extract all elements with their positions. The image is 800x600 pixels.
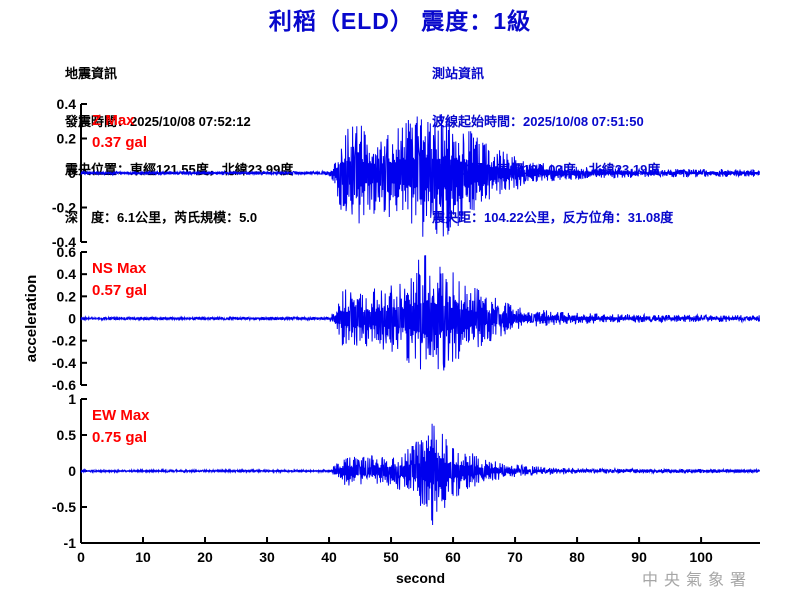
earthquake-info-heading: 地震資訊 bbox=[65, 66, 118, 81]
x-tick-label: 70 bbox=[507, 549, 523, 565]
y-tick-label-NS: 0.4 bbox=[57, 266, 77, 282]
x-tick-label: 40 bbox=[321, 549, 337, 565]
y-tick-label-NS: 0.2 bbox=[57, 288, 77, 304]
y-tick-label-EW: -1 bbox=[64, 535, 77, 551]
x-tick-label: 60 bbox=[445, 549, 461, 565]
x-tick-label: 50 bbox=[383, 549, 399, 565]
x-tick-label: 10 bbox=[135, 549, 151, 565]
origin-time: 發震時間：2025/10/08 07:52:12 bbox=[65, 114, 251, 129]
max-value-EW: 0.75 gal bbox=[92, 429, 147, 446]
y-tick-label-Z: -0.4 bbox=[52, 234, 76, 250]
x-tick-label: 0 bbox=[77, 549, 85, 565]
max-label-NS: NS Max bbox=[92, 260, 147, 277]
x-tick-label: 80 bbox=[569, 549, 585, 565]
y-tick-label-Z: 0 bbox=[68, 165, 76, 181]
wave-start-time: 波線起始時間：2025/10/08 07:51:50 bbox=[432, 114, 644, 129]
station-info-heading: 測站資訊 bbox=[432, 66, 485, 81]
x-tick-label: 90 bbox=[631, 549, 647, 565]
waveform-NS bbox=[80, 255, 760, 371]
watermark-agency: 中央氣象署 bbox=[642, 571, 752, 589]
page-title: 利稻（ELD） 震度：1級 bbox=[268, 8, 532, 34]
max-value-Z: 0.37 gal bbox=[92, 134, 147, 151]
depth-magnitude: 深 度：6.1公里，芮氏規模：5.0 bbox=[65, 210, 258, 225]
x-axis-label: second bbox=[396, 570, 445, 586]
y-tick-label-EW: 1 bbox=[68, 391, 76, 407]
y-tick-label-NS: -0.2 bbox=[52, 333, 76, 349]
epicentral-distance: 震央距：104.22公里，反方位角：31.08度 bbox=[432, 210, 674, 225]
waveform-Z bbox=[80, 114, 760, 237]
y-tick-label-Z: -0.2 bbox=[52, 200, 76, 216]
waveform-EW bbox=[80, 423, 760, 526]
y-tick-label-EW: 0 bbox=[68, 463, 76, 479]
y-tick-label-NS: 0 bbox=[68, 311, 76, 327]
y-tick-label-Z: 0.2 bbox=[57, 131, 77, 147]
y-tick-label-EW: 0.5 bbox=[57, 427, 77, 443]
max-label-EW: EW Max bbox=[92, 407, 150, 424]
x-tick-label: 30 bbox=[259, 549, 275, 565]
y-tick-label-Z: 0.4 bbox=[57, 96, 77, 112]
x-tick-label: 20 bbox=[197, 549, 213, 565]
x-tick-label: 100 bbox=[689, 549, 713, 565]
y-axis-label: acceleration bbox=[23, 275, 40, 363]
y-tick-label-NS: 0.6 bbox=[57, 244, 77, 260]
y-tick-label-NS: -0.6 bbox=[52, 377, 76, 393]
max-value-NS: 0.57 gal bbox=[92, 282, 147, 299]
max-label-Z: Z Max bbox=[92, 112, 135, 129]
earthquake-info-block: 地震資訊 發震時間：2025/10/08 07:52:12 震央位置：東經121… bbox=[65, 34, 293, 258]
y-tick-label-EW: -0.5 bbox=[52, 499, 76, 515]
y-tick-label-NS: -0.4 bbox=[52, 355, 76, 371]
